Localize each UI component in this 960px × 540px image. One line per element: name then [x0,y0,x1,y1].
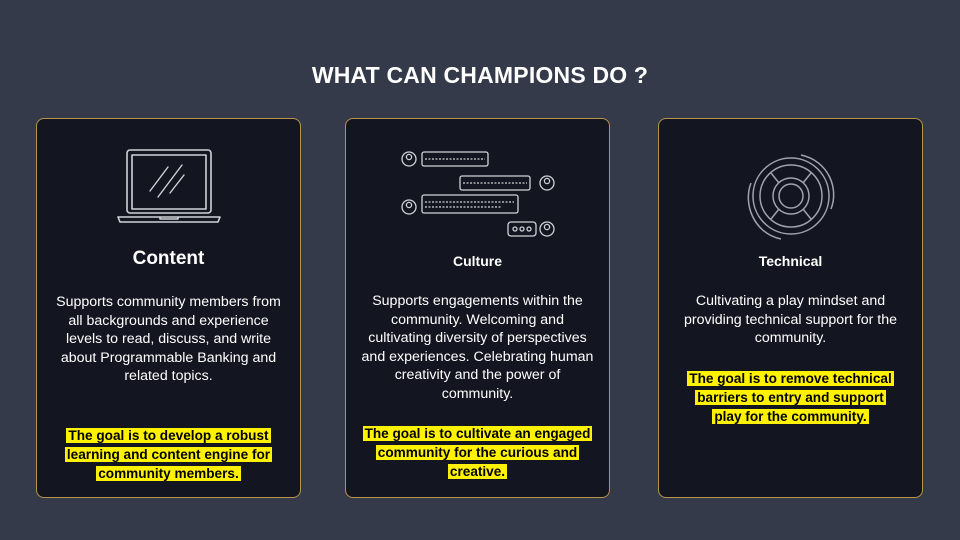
goal-highlight: The goal is to remove technical barriers… [687,369,894,426]
content-card: Content Supports community members from … [36,118,301,498]
card-heading: Content [132,248,205,269]
goal-text: The goal is to develop a robust learning… [64,428,273,481]
goal-highlight: The goal is to cultivate an engaged comm… [354,424,601,481]
goal-text: The goal is to cultivate an engaged comm… [362,426,593,479]
chat-bubbles-icon [346,147,609,241]
goal-text: The goal is to remove technical barriers… [687,371,894,424]
lifebuoy-icon [659,153,922,243]
technical-card: Technical Cultivating a play mindset and… [658,118,923,498]
card-heading: Technical [758,253,823,269]
page-title: WHAT CAN CHAMPIONS DO ? [311,62,649,88]
goal-highlight: The goal is to develop a robust learning… [45,426,292,483]
card-description: Supports engagements within the communit… [361,293,594,402]
laptop-icon [37,147,300,227]
culture-card: Culture Supports engagements within the … [345,118,610,498]
card-description: Supports community members from all back… [56,294,281,385]
card-heading: Culture [453,253,502,269]
card-description: Cultivating a play mindset and providing… [684,293,897,347]
